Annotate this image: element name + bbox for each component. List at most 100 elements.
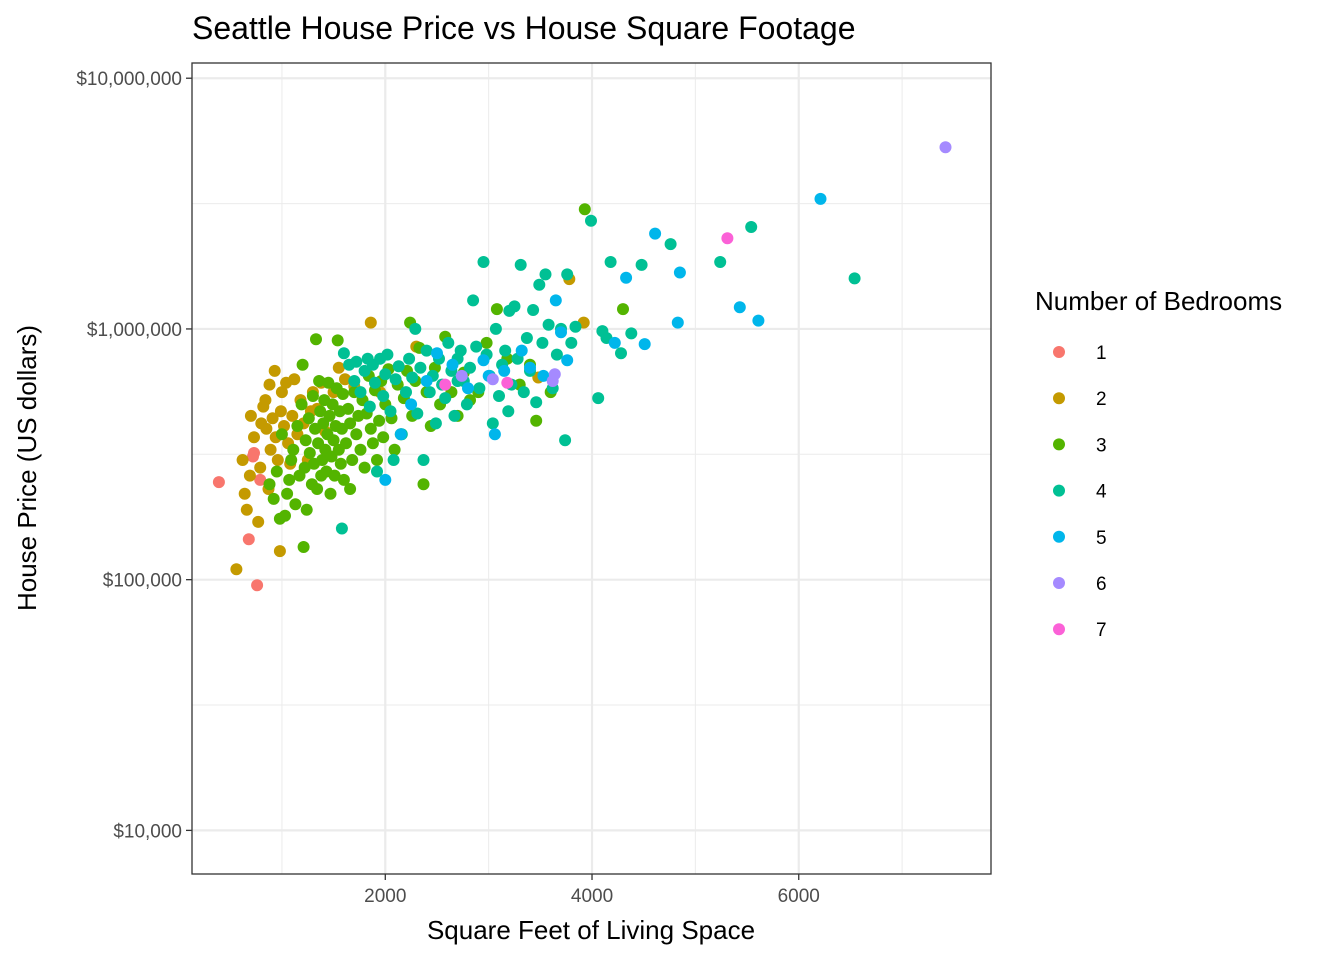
data-point-bedrooms-4 (429, 417, 442, 430)
data-point-bedrooms-5 (462, 382, 474, 395)
data-point-bedrooms-2 (263, 378, 276, 391)
data-point-bedrooms-3 (299, 434, 312, 447)
data-point-bedrooms-2 (252, 515, 265, 528)
data-point-bedrooms-4 (377, 390, 390, 402)
data-point-bedrooms-4 (585, 214, 597, 227)
data-point-bedrooms-4 (363, 400, 376, 413)
data-point-bedrooms-3 (306, 390, 319, 402)
data-point-bedrooms-4 (502, 405, 515, 418)
data-point-bedrooms-3 (283, 473, 296, 486)
data-point-bedrooms-3 (364, 422, 377, 435)
legend-key-7 (1053, 623, 1065, 636)
data-point-bedrooms-4 (539, 268, 552, 281)
data-point-bedrooms-2 (273, 545, 286, 558)
data-point-bedrooms-3 (310, 333, 322, 346)
data-point-bedrooms-4 (384, 405, 397, 418)
data-point-bedrooms-5 (431, 347, 443, 360)
data-point-bedrooms-3 (263, 478, 276, 491)
data-point-bedrooms-5 (752, 314, 765, 327)
data-point-bedrooms-6 (939, 141, 952, 154)
data-point-bedrooms-2 (286, 409, 299, 422)
data-point-bedrooms-4 (569, 320, 582, 333)
data-point-bedrooms-5 (608, 336, 621, 349)
data-point-bedrooms-3 (289, 498, 302, 511)
data-point-bedrooms-4 (439, 392, 452, 405)
data-point-bedrooms-4 (550, 348, 563, 361)
data-point-bedrooms-3 (316, 454, 329, 466)
data-point-bedrooms-3 (388, 443, 401, 456)
data-point-bedrooms-3 (328, 469, 341, 482)
data-point-bedrooms-4 (635, 258, 648, 271)
data-point-bedrooms-3 (300, 503, 313, 516)
data-point-bedrooms-4 (530, 396, 543, 409)
data-point-bedrooms-2 (243, 469, 256, 482)
data-point-bedrooms-3 (285, 454, 298, 466)
x-tick-label: 6000 (778, 886, 820, 907)
data-point-bedrooms-4 (354, 386, 367, 399)
data-point-bedrooms-2 (264, 443, 277, 456)
data-point-bedrooms-3 (296, 358, 309, 371)
data-point-bedrooms-2 (271, 454, 284, 466)
data-point-bedrooms-3 (336, 388, 349, 400)
data-point-bedrooms-3 (303, 447, 316, 459)
data-point-bedrooms-4 (406, 371, 419, 384)
data-point-bedrooms-5 (620, 271, 633, 284)
data-point-bedrooms-4 (561, 268, 574, 281)
data-point-bedrooms-4 (473, 382, 486, 395)
data-point-bedrooms-7 (721, 232, 734, 245)
data-point-bedrooms-4 (565, 336, 578, 349)
data-point-bedrooms-5 (549, 294, 562, 307)
legend-key-5 (1053, 530, 1065, 543)
data-point-bedrooms-5 (638, 338, 651, 351)
data-point-bedrooms-7 (501, 376, 514, 389)
data-point-bedrooms-5 (498, 364, 511, 377)
data-point-bedrooms-3 (354, 443, 367, 456)
data-point-bedrooms-5 (446, 358, 459, 371)
data-point-bedrooms-4 (467, 294, 480, 307)
data-point-bedrooms-5 (524, 361, 536, 374)
legend-key-3 (1053, 438, 1065, 451)
data-point-bedrooms-3 (270, 465, 283, 478)
data-point-bedrooms-4 (503, 304, 516, 317)
data-point-bedrooms-4 (389, 373, 402, 386)
data-point-bedrooms-4 (409, 322, 422, 335)
data-point-bedrooms-2 (268, 364, 281, 377)
data-point-bedrooms-5 (733, 301, 746, 314)
data-point-bedrooms-3 (334, 457, 347, 470)
data-point-bedrooms-3 (331, 334, 344, 347)
data-point-bedrooms-6 (486, 373, 499, 386)
data-point-bedrooms-5 (420, 375, 433, 387)
data-point-bedrooms-4 (536, 336, 549, 349)
data-point-bedrooms-2 (254, 461, 267, 474)
data-point-bedrooms-2 (275, 386, 288, 399)
data-point-bedrooms-3 (377, 431, 390, 444)
data-point-bedrooms-4 (420, 344, 433, 357)
data-point-bedrooms-3 (578, 203, 591, 216)
data-point-bedrooms-3 (291, 420, 304, 432)
legend-key-4 (1053, 484, 1065, 497)
data-point-bedrooms-3 (323, 409, 336, 422)
legend: Number of Bedrooms 1 2 3 4 5 6 7 (1035, 286, 1282, 641)
data-point-bedrooms-3 (417, 478, 430, 491)
data-point-bedrooms-4 (371, 465, 383, 478)
data-point-bedrooms-4 (486, 417, 499, 430)
data-point-bedrooms-3 (297, 541, 310, 553)
data-point-bedrooms-3 (327, 434, 340, 447)
data-point-bedrooms-4 (514, 258, 527, 271)
data-point-bedrooms-5 (671, 316, 684, 329)
data-point-bedrooms-2 (332, 361, 345, 374)
data-point-bedrooms-1 (247, 450, 259, 463)
data-point-bedrooms-3 (295, 398, 308, 411)
data-point-bedrooms-3 (617, 303, 629, 316)
legend-key-2 (1053, 392, 1065, 405)
legend-label-4: 4 (1096, 482, 1107, 503)
data-point-bedrooms-4 (454, 344, 467, 357)
data-point-bedrooms-6 (548, 368, 561, 381)
data-point-bedrooms-4 (604, 256, 617, 268)
data-point-bedrooms-4 (615, 347, 627, 360)
data-point-bedrooms-4 (517, 386, 530, 399)
data-point-bedrooms-3 (371, 454, 383, 466)
data-point-bedrooms-3 (337, 473, 350, 486)
data-point-bedrooms-4 (520, 332, 533, 344)
